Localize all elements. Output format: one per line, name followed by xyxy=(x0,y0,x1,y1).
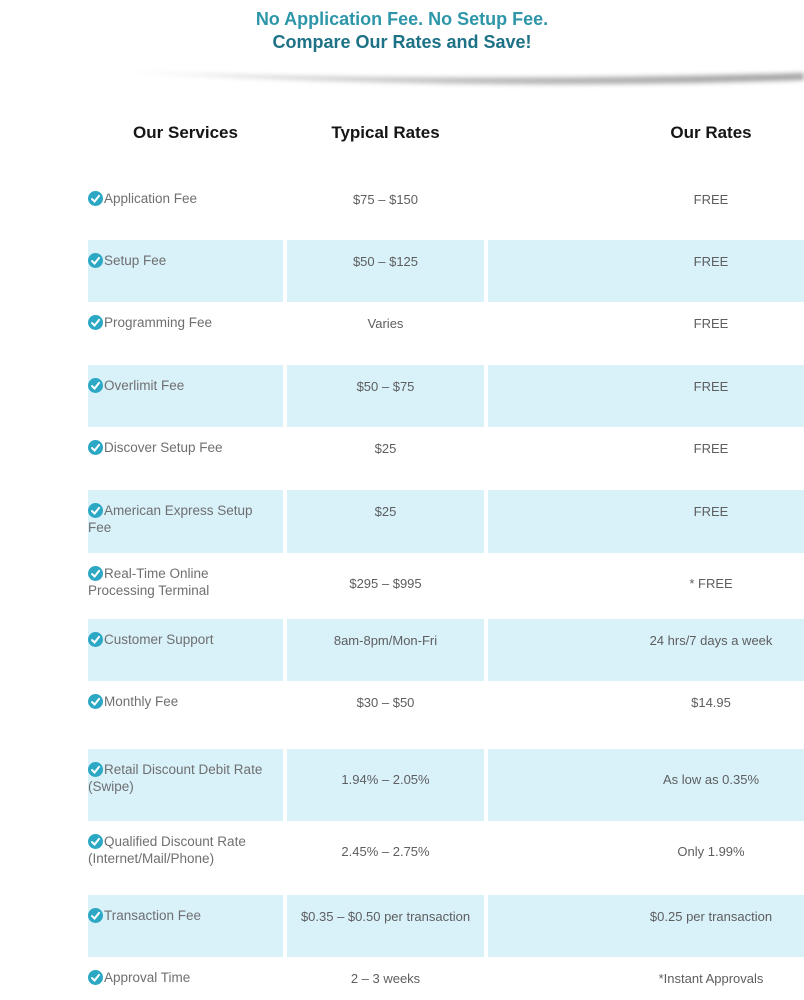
our-rate: FREE xyxy=(488,365,804,427)
check-circle-icon xyxy=(88,908,103,923)
our-rate: FREE xyxy=(488,240,804,302)
table-row: Retail Discount Debit Rate (Swipe) 1.94%… xyxy=(88,749,804,821)
service-name: Discover Setup Fee xyxy=(104,440,223,455)
our-rate: As low as 0.35% xyxy=(488,749,804,821)
service-name: Real-Time Online Processing Terminal xyxy=(88,566,210,598)
typical-rate: $0.35 – $0.50 per transaction xyxy=(287,895,484,957)
typical-rate: Varies xyxy=(367,316,404,331)
banner-line-1: No Application Fee. No Setup Fee. xyxy=(255,9,549,29)
our-rate: FREE xyxy=(693,192,729,207)
table-row: Discover Setup Fee $25 FREE xyxy=(88,427,804,490)
table-header-row: Our Services Typical Rates Our Rates xyxy=(88,108,804,178)
check-circle-icon xyxy=(88,191,103,206)
column-header-our-services: Our Services xyxy=(133,123,238,142)
typical-rate: $30 – $50 xyxy=(356,695,415,710)
typical-rate: 2.45% – 2.75% xyxy=(341,844,430,859)
our-rate: $14.95 xyxy=(691,695,731,710)
typical-rate: $25 xyxy=(374,441,397,456)
check-circle-icon xyxy=(88,378,103,393)
check-circle-icon xyxy=(88,970,103,985)
service-name: Overlimit Fee xyxy=(104,378,185,393)
our-rate: Only 1.99% xyxy=(677,844,745,859)
table-row: Customer Support 8am-8pm/Mon-Fri 24 hrs/… xyxy=(88,619,804,681)
check-circle-icon xyxy=(88,632,103,647)
table-row: Programming Fee Varies FREE xyxy=(88,302,804,365)
table-row: Monthly Fee $30 – $50 $14.95 xyxy=(88,681,804,749)
service-name: Approval Time xyxy=(104,970,191,985)
check-circle-icon xyxy=(88,253,103,268)
typical-rate: 1.94% – 2.05% xyxy=(287,749,484,821)
typical-rate: $25 xyxy=(287,490,484,553)
typical-rate: $50 – $125 xyxy=(287,240,484,302)
check-circle-icon xyxy=(88,503,103,518)
service-name: Customer Support xyxy=(104,632,214,647)
service-name: Setup Fee xyxy=(104,253,167,268)
table-row: Approval Time 2 – 3 weeks *Instant Appro… xyxy=(88,957,804,1000)
check-circle-icon xyxy=(88,315,103,330)
check-circle-icon xyxy=(88,762,103,777)
our-rate: FREE xyxy=(693,316,729,331)
typical-rate: $75 – $150 xyxy=(352,192,419,207)
typical-rate: 2 – 3 weeks xyxy=(350,971,421,986)
table-row: Overlimit Fee $50 – $75 FREE xyxy=(88,365,804,427)
service-name: Transaction Fee xyxy=(104,908,202,923)
check-circle-icon xyxy=(88,834,103,849)
table-row: Application Fee $75 – $150 FREE xyxy=(88,178,804,240)
service-name: Application Fee xyxy=(104,191,198,206)
check-circle-icon xyxy=(88,566,103,581)
table-row: American Express Setup Fee $25 FREE xyxy=(88,490,804,553)
table-row: Qualified Discount Rate (Internet/Mail/P… xyxy=(88,821,804,895)
check-circle-icon xyxy=(88,440,103,455)
curved-fold-shadow xyxy=(0,58,804,103)
table-row: Transaction Fee $0.35 – $0.50 per transa… xyxy=(88,895,804,957)
service-name: Retail Discount Debit Rate (Swipe) xyxy=(88,762,263,794)
typical-rate: 8am-8pm/Mon-Fri xyxy=(287,619,484,681)
our-rate: *Instant Approvals xyxy=(658,971,764,986)
banner: No Application Fee. No Setup Fee. Compar… xyxy=(0,0,804,54)
column-header-our-rates: Our Rates xyxy=(670,123,752,142)
service-name: Qualified Discount Rate (Internet/Mail/P… xyxy=(88,834,246,866)
banner-line-2: Compare Our Rates and Save! xyxy=(272,32,532,52)
table-row: Real-Time Online Processing Terminal $29… xyxy=(88,553,804,619)
table-row: Setup Fee $50 – $125 FREE xyxy=(88,240,804,302)
service-name: Programming Fee xyxy=(104,315,213,330)
our-rate: FREE xyxy=(488,490,804,553)
our-rate: $0.25 per transaction xyxy=(488,895,804,957)
rates-comparison-table: Our Services Typical Rates Our Rates App… xyxy=(88,108,804,1000)
service-name: American Express Setup Fee xyxy=(88,503,253,535)
column-header-typical-rates: Typical Rates xyxy=(331,123,440,142)
our-rate: FREE xyxy=(693,441,729,456)
service-name: Monthly Fee xyxy=(104,694,179,709)
our-rate: 24 hrs/7 days a week xyxy=(488,619,804,681)
typical-rate: $295 – $995 xyxy=(349,576,422,591)
typical-rate: $50 – $75 xyxy=(287,365,484,427)
our-rate: * FREE xyxy=(689,576,733,591)
check-circle-icon xyxy=(88,694,103,709)
